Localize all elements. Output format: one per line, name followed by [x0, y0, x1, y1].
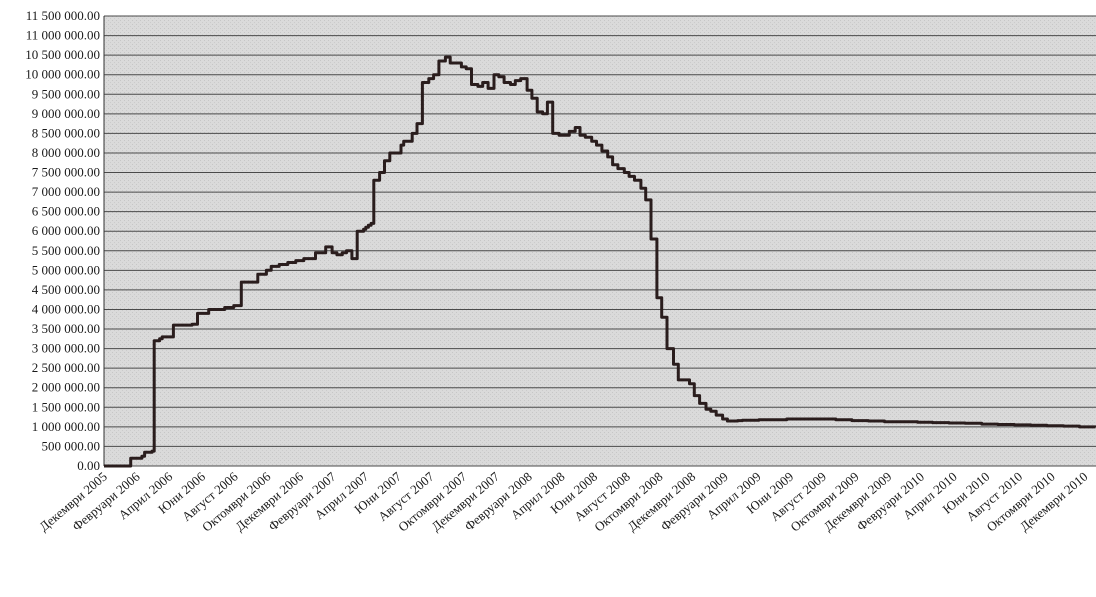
y-tick-label: 7 500 000.00 [32, 165, 100, 180]
y-tick-label: 11 000 000.00 [26, 28, 100, 43]
y-tick-label: 2 500 000.00 [32, 360, 100, 375]
y-tick-label: 4 500 000.00 [32, 282, 100, 297]
y-tick-label: 8 000 000.00 [32, 145, 100, 160]
y-tick-label: 3 000 000.00 [32, 341, 100, 356]
y-tick-label: 1 000 000.00 [32, 419, 100, 434]
y-tick-label: 5 500 000.00 [32, 243, 100, 258]
y-tick-label: 6 000 000.00 [32, 223, 100, 238]
y-tick-label: 500 000.00 [42, 438, 101, 453]
y-tick-label: 6 500 000.00 [32, 204, 100, 219]
y-tick-label: 5 000 000.00 [32, 262, 100, 277]
y-tick-label: 0.00 [77, 458, 100, 473]
y-tick-label: 11 500 000.00 [26, 8, 100, 23]
series-line [104, 55, 1096, 468]
y-axis: 0.00 500 000.00 1 000 000.00 1 500 000.00 2 … [25, 8, 105, 473]
y-tick-label: 10 000 000.00 [25, 67, 100, 82]
y-tick-label: 4 000 000.00 [32, 301, 100, 316]
y-tick-label: 10 500 000.00 [25, 47, 100, 62]
plot-area [104, 16, 1096, 466]
y-tick-label: 3 500 000.00 [32, 321, 100, 336]
y-tick-label: 1 500 000.00 [32, 399, 100, 414]
y-tick-label: 7 000 000.00 [32, 184, 100, 199]
y-tick-label: 9 000 000.00 [32, 106, 100, 121]
y-tick-label: 9 500 000.00 [32, 86, 100, 101]
y-tick-label: 2 000 000.00 [32, 380, 100, 395]
y-tick-label: 8 500 000.00 [32, 125, 100, 140]
